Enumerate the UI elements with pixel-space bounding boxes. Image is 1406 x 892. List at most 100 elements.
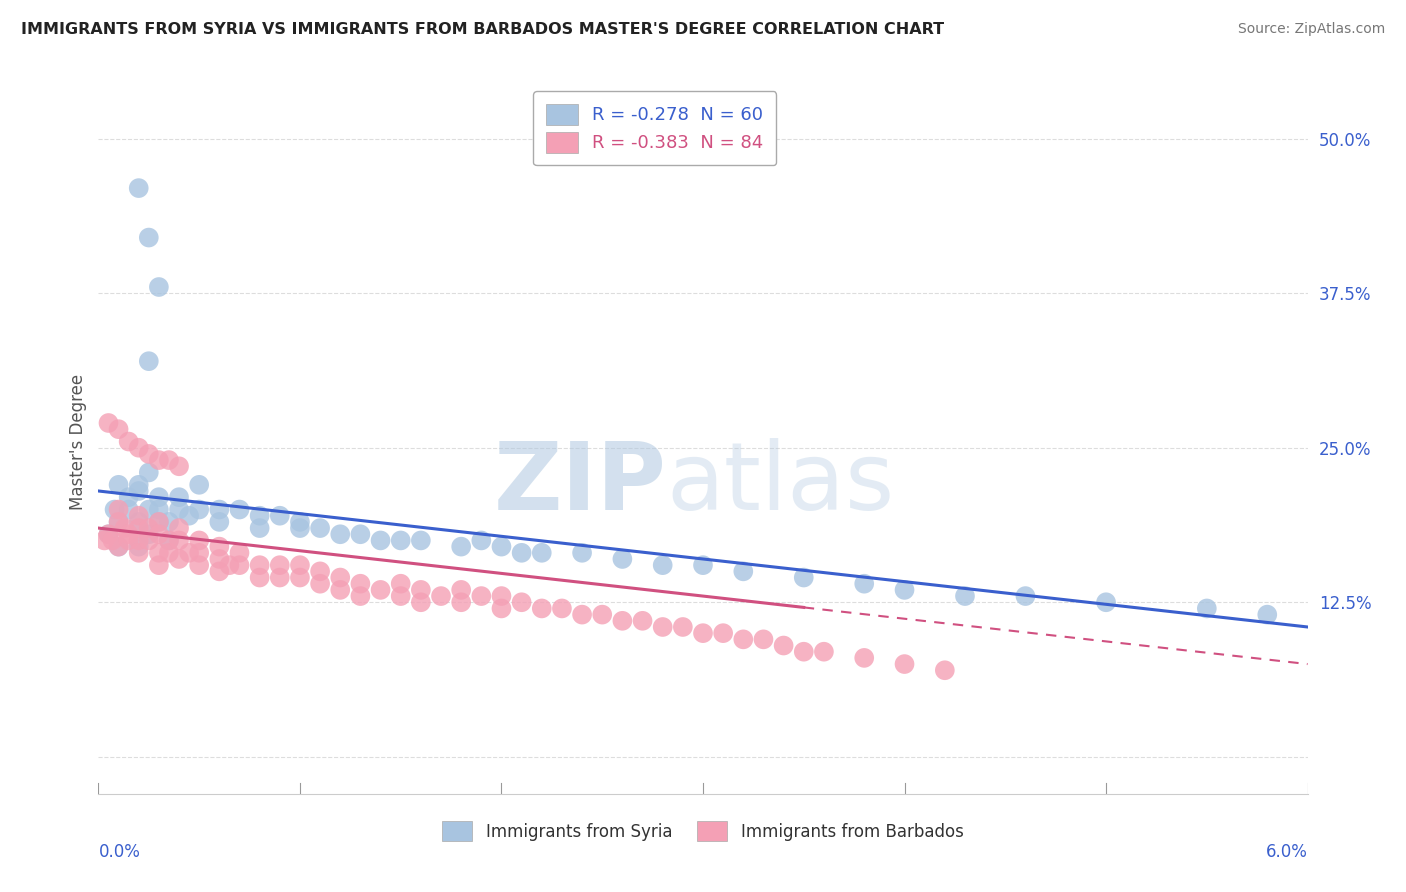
Point [208, 515, 231, 529]
Point [118, 490, 141, 504]
Point [349, 589, 371, 603]
Point [491, 601, 513, 615]
Point [157, 515, 180, 529]
Point [793, 645, 815, 659]
Point [148, 453, 170, 467]
Point [208, 565, 231, 579]
Point [188, 478, 211, 492]
Point [138, 466, 160, 480]
Point [249, 558, 271, 573]
Point [733, 632, 755, 647]
Point [128, 508, 150, 523]
Point [571, 607, 593, 622]
Point [450, 582, 472, 597]
Point [128, 515, 150, 529]
Point [288, 521, 311, 535]
Point [218, 558, 240, 573]
Point [370, 533, 392, 548]
Point [148, 515, 170, 529]
Point [269, 508, 291, 523]
Point [249, 521, 271, 535]
Point [470, 589, 492, 603]
Point [711, 626, 734, 640]
Point [389, 533, 412, 548]
Point [167, 552, 190, 566]
Point [389, 589, 412, 603]
Point [107, 515, 129, 529]
Point [349, 527, 371, 541]
Text: Source: ZipAtlas.com: Source: ZipAtlas.com [1237, 22, 1385, 37]
Text: 6.0%: 6.0% [1265, 843, 1308, 861]
Point [97, 416, 120, 430]
Point [97, 527, 120, 541]
Point [288, 558, 311, 573]
Point [188, 558, 211, 573]
Point [167, 521, 190, 535]
Point [249, 508, 271, 523]
Point [167, 490, 190, 504]
Point [893, 657, 915, 671]
Point [138, 533, 160, 548]
Point [148, 558, 170, 573]
Point [188, 502, 211, 516]
Point [329, 527, 352, 541]
Point [118, 533, 141, 548]
Point [157, 546, 180, 560]
Text: atlas: atlas [666, 438, 896, 530]
Point [138, 354, 160, 368]
Point [228, 558, 250, 573]
Point [530, 546, 553, 560]
Text: IMMIGRANTS FROM SYRIA VS IMMIGRANTS FROM BARBADOS MASTER'S DEGREE CORRELATION CH: IMMIGRANTS FROM SYRIA VS IMMIGRANTS FROM… [21, 22, 945, 37]
Point [228, 502, 250, 516]
Point [571, 546, 593, 560]
Point [430, 589, 453, 603]
Point [103, 502, 125, 516]
Point [138, 447, 160, 461]
Point [813, 645, 835, 659]
Point [269, 570, 291, 584]
Point [651, 558, 673, 573]
Point [409, 533, 432, 548]
Point [157, 533, 180, 548]
Point [167, 533, 190, 548]
Point [179, 508, 201, 523]
Point [491, 589, 513, 603]
Point [672, 620, 695, 634]
Point [128, 181, 150, 195]
Point [128, 441, 150, 455]
Point [249, 570, 271, 584]
Point [1195, 601, 1218, 615]
Point [409, 582, 432, 597]
Point [853, 576, 876, 591]
Point [138, 502, 160, 516]
Point [470, 533, 492, 548]
Point [370, 582, 392, 597]
Point [107, 422, 129, 436]
Point [772, 639, 794, 653]
Point [114, 521, 136, 535]
Point [148, 546, 170, 560]
Point [138, 521, 160, 535]
Point [269, 558, 291, 573]
Point [752, 632, 775, 647]
Point [934, 663, 956, 677]
Point [128, 540, 150, 554]
Point [138, 230, 160, 244]
Point [208, 552, 231, 566]
Point [138, 527, 160, 541]
Point [591, 607, 613, 622]
Point [288, 570, 311, 584]
Point [148, 527, 170, 541]
Point [853, 651, 876, 665]
Point [107, 540, 129, 554]
Point [148, 515, 170, 529]
Point [179, 546, 201, 560]
Point [1014, 589, 1036, 603]
Point [733, 565, 755, 579]
Point [389, 576, 412, 591]
Point [450, 595, 472, 609]
Point [157, 453, 180, 467]
Point [450, 540, 472, 554]
Point [118, 434, 141, 449]
Point [510, 546, 533, 560]
